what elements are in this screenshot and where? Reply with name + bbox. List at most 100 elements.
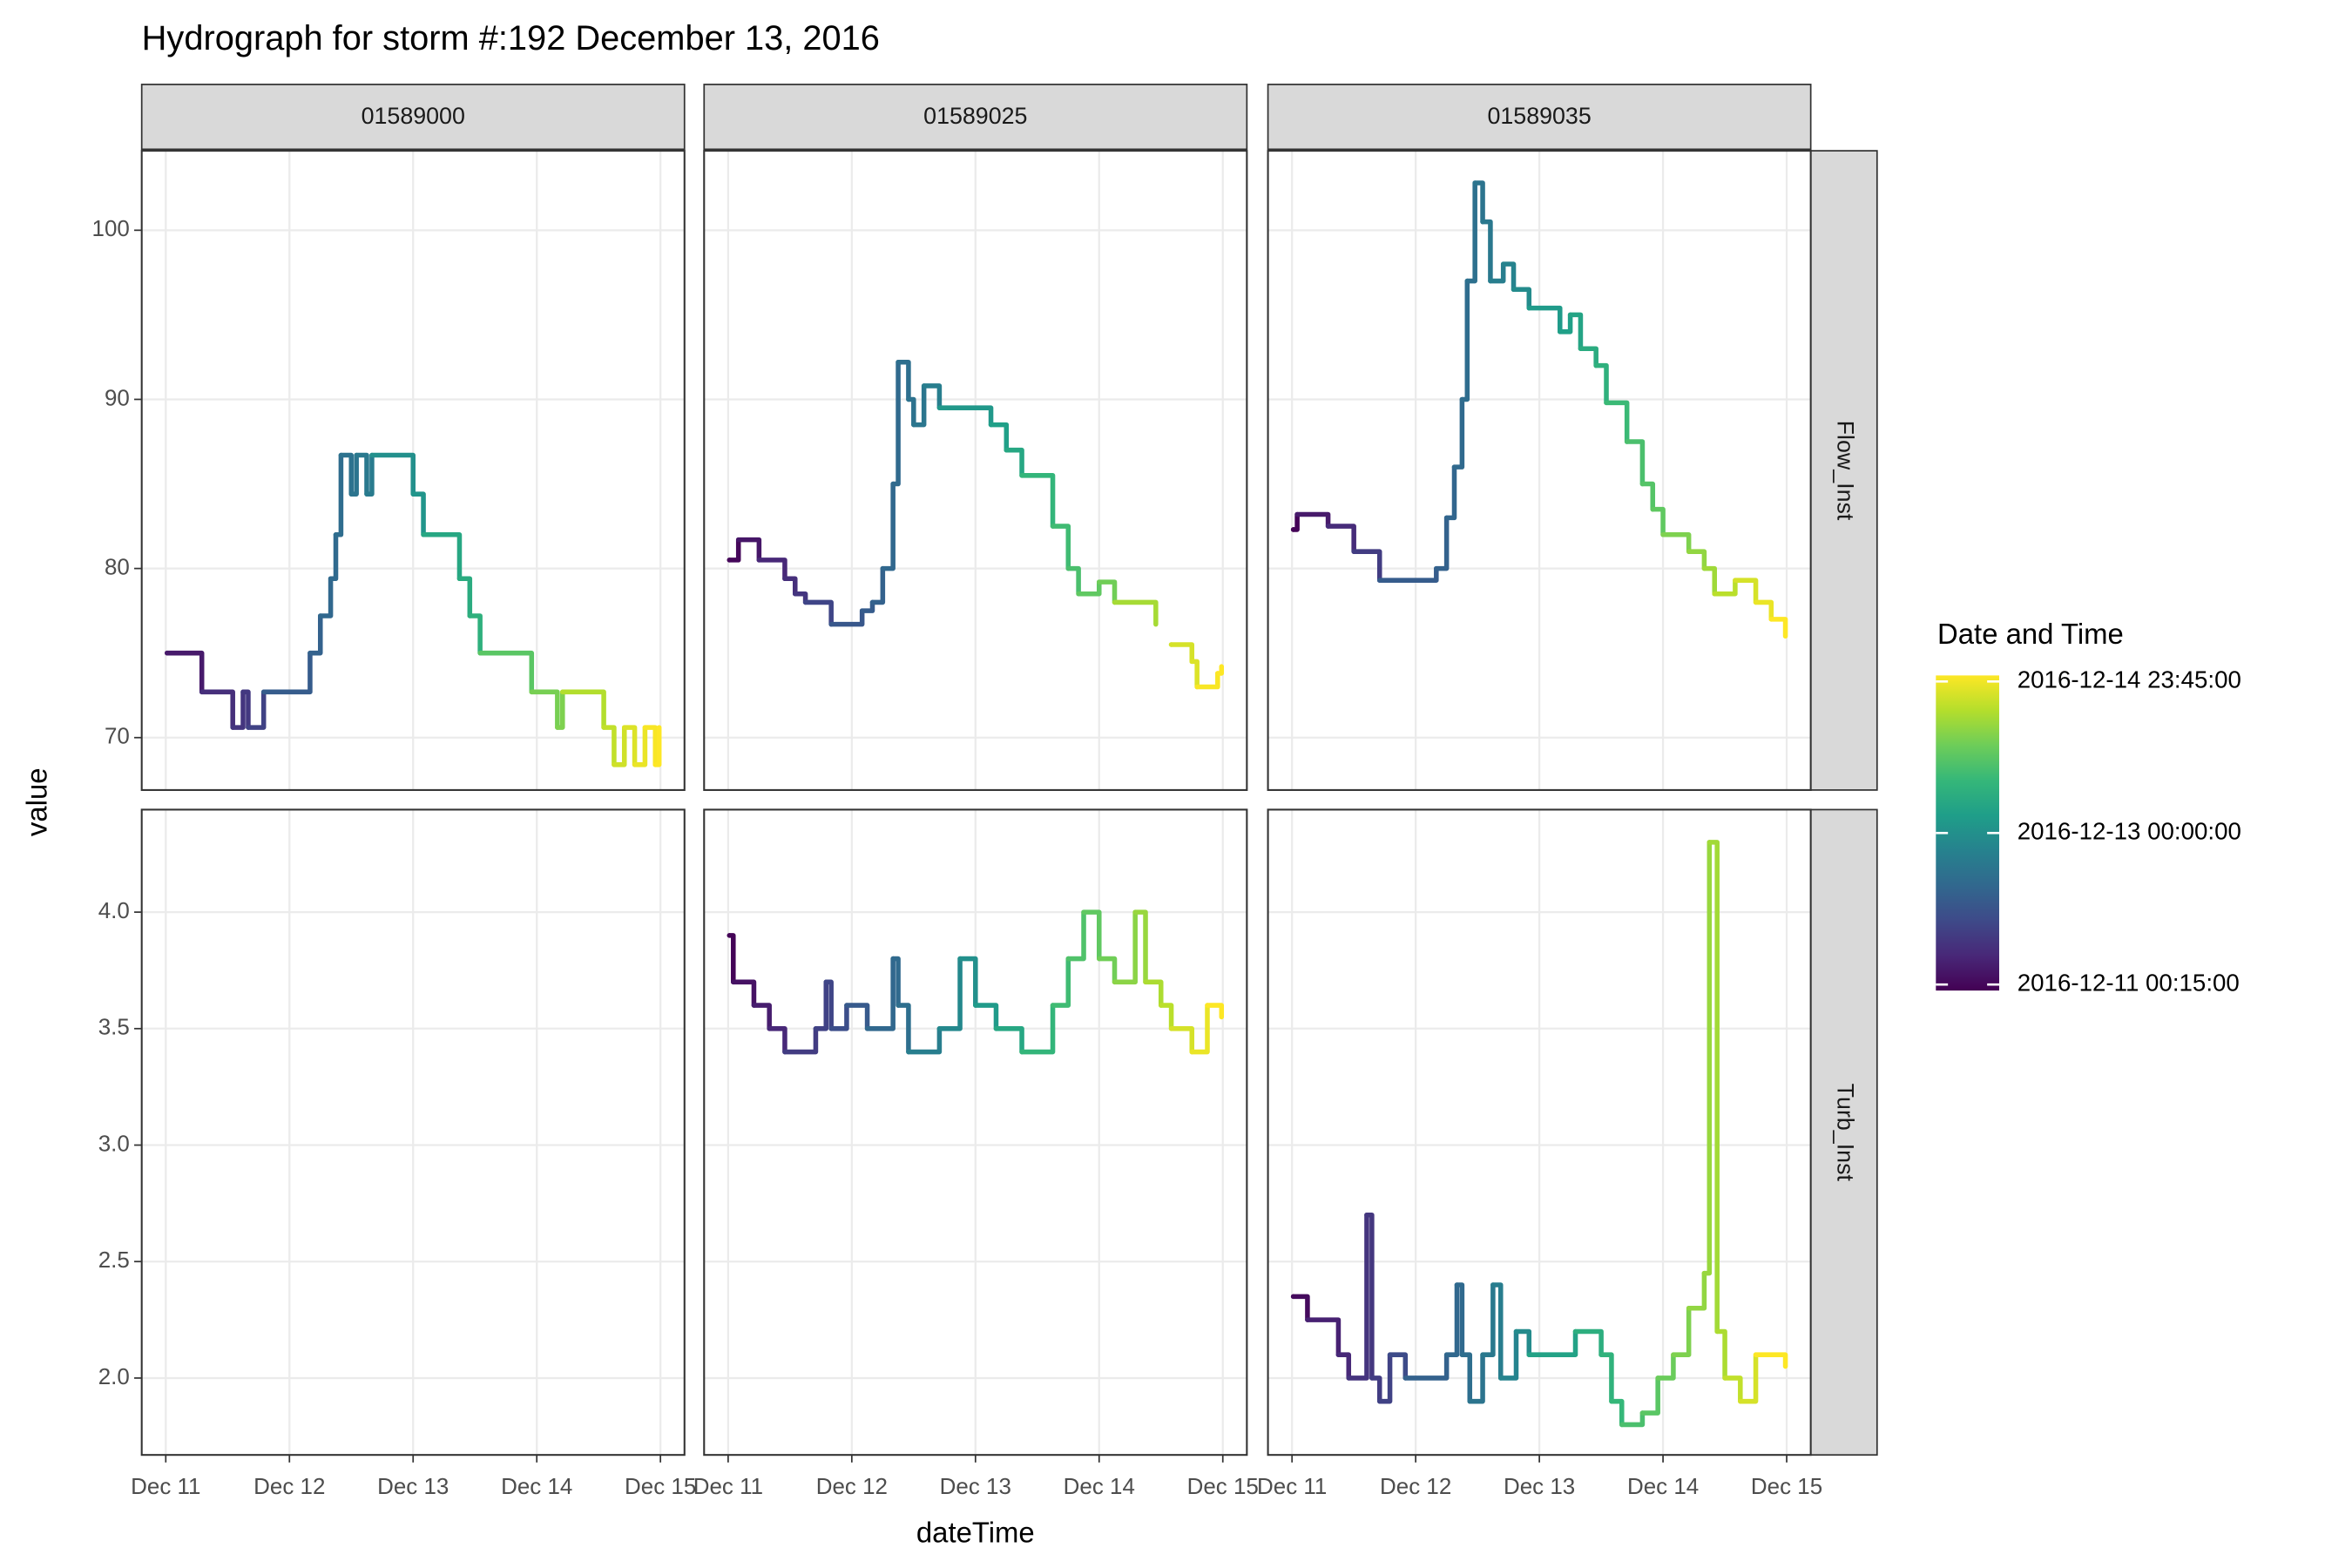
y-tick-label: 2.5 — [98, 1247, 130, 1273]
line-step — [1325, 524, 1356, 554]
line-step — [1712, 578, 1738, 597]
line-step — [1768, 617, 1788, 639]
line-step — [1158, 1003, 1174, 1031]
x-tick-label: Dec 14 — [1064, 1473, 1135, 1499]
panel — [140, 150, 686, 791]
line-step — [973, 1003, 999, 1031]
y-tick-label: 100 — [92, 215, 130, 241]
line-step — [1480, 1282, 1496, 1357]
line-step — [317, 576, 334, 618]
line-step — [957, 956, 978, 1008]
line-step — [859, 599, 875, 613]
line-step — [1701, 565, 1717, 597]
line-step — [911, 383, 927, 428]
line-step — [1488, 261, 1506, 284]
x-tick-label: Dec 11 — [131, 1473, 200, 1499]
line-step — [1065, 909, 1086, 962]
line-step — [1065, 565, 1081, 597]
line-step — [735, 537, 762, 563]
line-step — [1490, 1282, 1504, 1381]
line-step — [1567, 312, 1584, 351]
x-tick-label: Dec 13 — [377, 1473, 449, 1499]
facet-strip — [1267, 84, 1812, 151]
line-step — [1346, 1212, 1369, 1381]
line-step — [1335, 1352, 1352, 1381]
line-step — [1205, 1003, 1225, 1020]
line-step — [782, 1026, 819, 1055]
panel-border — [140, 150, 686, 791]
y-tick-label: 80 — [105, 553, 130, 579]
line-step — [1143, 979, 1164, 1008]
facet-strip — [703, 84, 1248, 151]
line-step — [727, 537, 741, 563]
x-tick-label: Dec 12 — [253, 1473, 325, 1499]
line-step — [240, 689, 251, 730]
line-step — [1076, 579, 1102, 597]
legend-label: 2016-12-11 00:15:00 — [2017, 970, 2240, 997]
facet-label: 01589000 — [362, 103, 465, 129]
line-step — [308, 613, 323, 656]
line-step — [793, 591, 808, 605]
line-step — [1701, 840, 1713, 1276]
line-step — [1572, 1328, 1604, 1357]
line-step — [1619, 1410, 1646, 1428]
line-step — [993, 1026, 1024, 1055]
line-step — [354, 452, 369, 497]
x-tick-label: Dec 12 — [1380, 1473, 1451, 1499]
chart-title: Hydrograph for storm #:192 December 13, … — [142, 19, 880, 57]
line-step — [260, 650, 313, 695]
x-tick-label: Dec 15 — [625, 1473, 696, 1499]
panel — [703, 808, 1248, 1456]
y-tick-label: 3.5 — [98, 1014, 130, 1040]
panel — [1267, 150, 1812, 791]
legend-label: 2016-12-14 23:45:00 — [2017, 666, 2241, 693]
line-step — [802, 599, 834, 627]
line-step — [921, 383, 943, 410]
line-step — [529, 689, 560, 730]
line-step — [1655, 1352, 1676, 1381]
line-step — [230, 689, 246, 730]
line-step — [864, 956, 896, 1031]
line-step — [421, 532, 463, 582]
line-step — [410, 491, 426, 537]
line-step — [1511, 287, 1532, 311]
line-step — [1019, 473, 1056, 529]
line-step — [601, 725, 617, 767]
line-step — [1578, 346, 1598, 368]
x-tick-label: Dec 15 — [1187, 1473, 1259, 1499]
line-step — [1733, 578, 1759, 605]
line-step — [1472, 180, 1485, 225]
line-step — [880, 481, 896, 571]
x-tick-label: Dec 11 — [693, 1473, 763, 1499]
x-tick-label: Dec 11 — [1257, 1473, 1327, 1499]
line-step — [1753, 1352, 1788, 1369]
line-step — [1714, 1328, 1727, 1381]
line-step — [1112, 909, 1138, 985]
line-step — [642, 725, 659, 767]
line-step — [1454, 1282, 1465, 1357]
line-step — [1459, 1352, 1473, 1404]
x-tick-label: Dec 13 — [1504, 1473, 1575, 1499]
y-axis-title: value — [21, 767, 53, 836]
line-step — [477, 650, 535, 695]
facet-label: Flow_Inst — [1833, 421, 1859, 521]
line-step — [348, 452, 359, 497]
panel — [140, 808, 686, 1456]
line-step — [936, 405, 994, 428]
y-tick-label: 70 — [105, 723, 130, 749]
line-step — [1500, 261, 1517, 293]
line-step — [1650, 506, 1666, 537]
line-step — [1376, 565, 1439, 583]
y-tick-label: 3.0 — [98, 1130, 130, 1156]
panel — [1267, 808, 1812, 1456]
line-step — [1189, 1003, 1210, 1055]
line-step — [1513, 1328, 1532, 1357]
line-step — [751, 1003, 772, 1031]
line-step — [1593, 362, 1609, 406]
line-step — [828, 608, 865, 627]
y-tick-label: 4.0 — [98, 897, 130, 923]
line-step — [844, 1003, 870, 1031]
line-step — [823, 979, 834, 1031]
line-step — [1526, 305, 1563, 335]
